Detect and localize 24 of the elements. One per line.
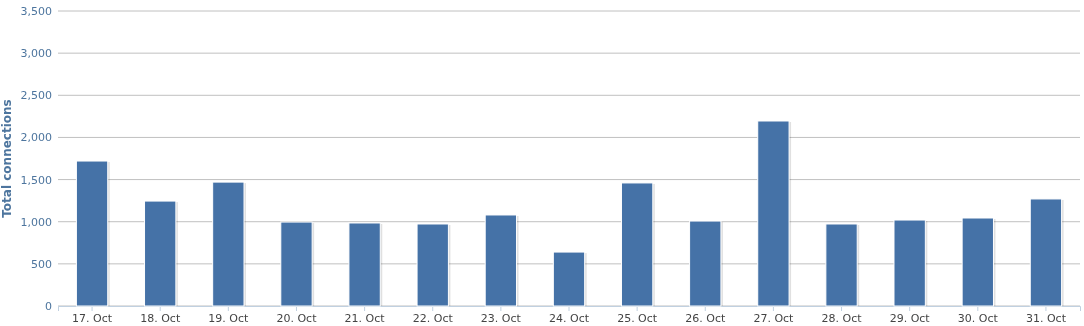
x-tick-label: 28. Oct	[821, 311, 863, 325]
x-tick-label: 26. Oct	[685, 311, 726, 325]
x-tick-label: 31. Oct	[1025, 311, 1067, 325]
y-tick-label: 500	[31, 257, 52, 271]
x-tick-label: 21. Oct	[344, 311, 386, 325]
x-tick-label: 27. Oct	[753, 311, 795, 325]
y-tick-label: 3,500	[20, 5, 52, 19]
x-tick-label: 24. Oct	[548, 311, 590, 325]
x-tick-label: 18. Oct	[140, 311, 181, 325]
x-tick-label: 17. Oct	[72, 311, 113, 325]
y-tick-label: 1,000	[20, 215, 52, 229]
y-tick-label: 2,000	[20, 131, 52, 145]
x-tick-label: 22. Oct	[412, 311, 454, 325]
x-tick-label: 20. Oct	[276, 311, 318, 325]
x-tick-label: 30. Oct	[957, 311, 999, 325]
x-tick-label: 19. Oct	[208, 311, 250, 325]
x-tick-label: 23. Oct	[480, 311, 522, 325]
x-tick-label: 25. Oct	[617, 311, 658, 325]
x-tick-label: 29. Oct	[889, 311, 931, 325]
y-axis-title: Total connections	[0, 99, 14, 218]
y-tick-label: 3,000	[20, 47, 52, 61]
y-tick-label: 2,500	[20, 89, 52, 103]
y-tick-label: 1,500	[20, 173, 52, 187]
y-tick-label: 0	[45, 300, 52, 314]
